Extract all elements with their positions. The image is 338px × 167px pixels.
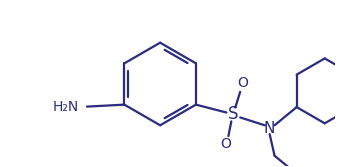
Text: O: O	[238, 76, 248, 90]
Text: N: N	[264, 121, 275, 136]
Text: H₂N: H₂N	[52, 100, 78, 114]
Text: O: O	[220, 137, 231, 151]
Text: S: S	[228, 106, 239, 123]
